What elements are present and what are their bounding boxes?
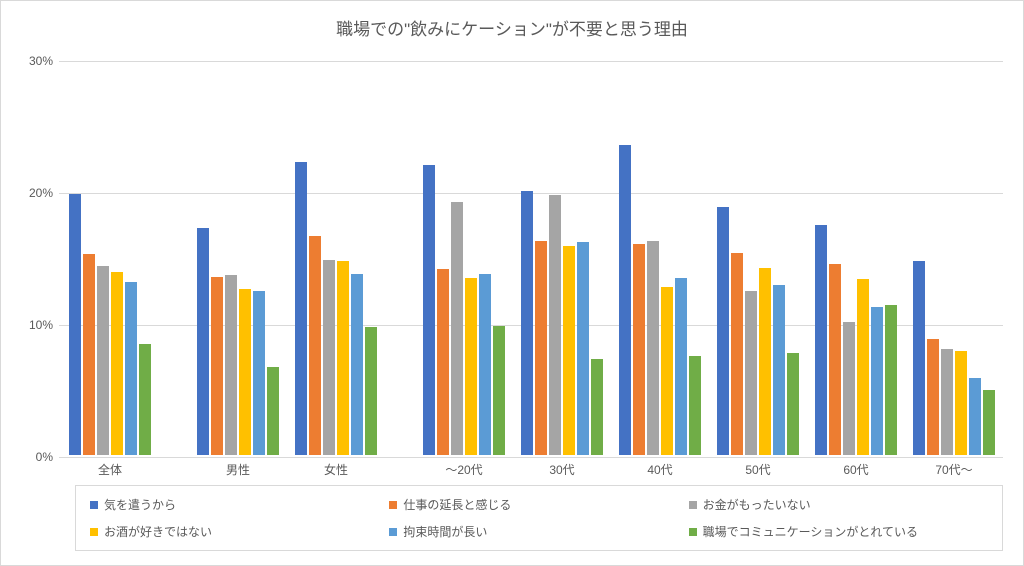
bar — [941, 349, 953, 455]
bar — [479, 274, 491, 455]
bar — [955, 351, 967, 455]
bar — [337, 261, 349, 455]
bar — [731, 253, 743, 455]
bar — [927, 339, 939, 455]
x-axis-label: 女性 — [324, 461, 348, 478]
legend-label: お金がもったいない — [703, 496, 811, 513]
bar — [535, 241, 547, 455]
bar — [451, 202, 463, 455]
bar — [69, 194, 81, 455]
chart-legend: 気を遣うから 仕事の延長と感じる お金がもったいないお酒が好きではない 拘束時間が長い… — [75, 485, 1003, 551]
bar — [309, 236, 321, 455]
bar — [493, 326, 505, 455]
bar — [225, 275, 237, 455]
bar — [211, 277, 223, 455]
legend-item: お金がもったいない — [689, 496, 988, 513]
bar — [843, 322, 855, 455]
x-axis-label: 70代～ — [935, 461, 972, 478]
x-axis-label: 50代 — [745, 461, 770, 478]
chart-title: 職場での"飲みにケーション"が不要と思う理由 — [1, 1, 1023, 40]
x-axis-label: 30代 — [549, 461, 574, 478]
bar — [675, 278, 687, 455]
bar — [423, 165, 435, 455]
bar — [633, 244, 645, 455]
bar — [83, 254, 95, 455]
bar — [647, 241, 659, 455]
legend-label: 拘束時間が長い — [403, 523, 487, 540]
y-axis-label: 20% — [29, 186, 53, 200]
grid-line — [59, 457, 1003, 458]
y-axis-label: 30% — [29, 54, 53, 68]
bar — [983, 390, 995, 455]
legend-swatch — [90, 501, 98, 509]
bar — [787, 353, 799, 455]
legend-item: 気を遣うから — [90, 496, 389, 513]
legend-item: お酒が好きではない — [90, 523, 389, 540]
bar — [717, 207, 729, 455]
legend-label: 職場でコミュニケーションがとれている — [703, 523, 918, 540]
bar — [253, 291, 265, 455]
legend-swatch — [689, 501, 697, 509]
grid-line — [59, 61, 1003, 62]
bar — [885, 305, 897, 455]
bar — [267, 367, 279, 455]
bar — [815, 225, 827, 455]
plot-area: 0%10%20%30%全体男性女性～20代30代40代50代60代70代～ — [59, 61, 1003, 455]
bar — [591, 359, 603, 455]
bar — [549, 195, 561, 455]
legend-label: お酒が好きではない — [104, 523, 212, 540]
bar — [745, 291, 757, 455]
y-axis-label: 10% — [29, 318, 53, 332]
legend-swatch — [90, 528, 98, 536]
bar — [323, 260, 335, 455]
bar — [563, 246, 575, 455]
x-axis-label: 全体 — [98, 461, 122, 478]
bar — [857, 279, 869, 455]
legend-swatch — [389, 528, 397, 536]
bar — [295, 162, 307, 455]
legend-label: 気を遣うから — [104, 496, 176, 513]
bar — [125, 282, 137, 455]
x-axis-label: 男性 — [226, 461, 250, 478]
x-axis-label: 60代 — [843, 461, 868, 478]
x-axis-label: ～20代 — [445, 461, 482, 478]
bar — [773, 285, 785, 455]
bar — [465, 278, 477, 455]
bar — [521, 191, 533, 455]
bar — [871, 307, 883, 455]
legend-item: 仕事の延長と感じる — [389, 496, 688, 513]
bar — [97, 266, 109, 455]
legend-swatch — [389, 501, 397, 509]
bar — [437, 269, 449, 455]
bar — [661, 287, 673, 455]
bar — [969, 378, 981, 455]
x-axis-label: 40代 — [647, 461, 672, 478]
chart-container: 職場での"飲みにケーション"が不要と思う理由 0%10%20%30%全体男性女性… — [0, 0, 1024, 566]
bar — [619, 145, 631, 455]
y-axis-label: 0% — [36, 450, 53, 464]
legend-label: 仕事の延長と感じる — [403, 496, 511, 513]
legend-item: 拘束時間が長い — [389, 523, 688, 540]
bar — [913, 261, 925, 455]
bar — [197, 228, 209, 455]
bar — [239, 289, 251, 455]
bar — [365, 327, 377, 455]
legend-item: 職場でコミュニケーションがとれている — [689, 523, 988, 540]
bar — [111, 272, 123, 455]
bar — [139, 344, 151, 455]
bar — [689, 356, 701, 455]
legend-swatch — [689, 528, 697, 536]
bar — [351, 274, 363, 455]
bar — [577, 242, 589, 455]
bar — [829, 264, 841, 455]
bar — [759, 268, 771, 455]
